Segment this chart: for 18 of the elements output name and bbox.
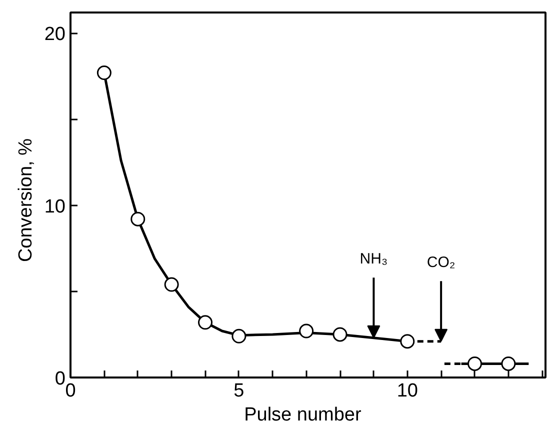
- x-tick-label: 5: [234, 380, 244, 402]
- point: [96, 66, 112, 80]
- point: [130, 212, 146, 226]
- annotation: NH₃: [360, 250, 388, 268]
- y-axis-title: Conversion, %: [15, 138, 36, 262]
- point: [164, 277, 179, 292]
- point: [400, 334, 415, 349]
- x-tick-label: 10: [396, 380, 418, 402]
- point: [299, 324, 314, 338]
- point: [232, 328, 246, 344]
- annotation: CO₂: [426, 254, 456, 271]
- point: [501, 356, 516, 371]
- y-tick-label: 10: [44, 196, 66, 218]
- point: [468, 356, 482, 371]
- x-axis-title: Pulse number: [244, 404, 362, 426]
- point: [198, 315, 212, 330]
- point: [332, 327, 348, 342]
- y-tick-label: 20: [44, 24, 66, 46]
